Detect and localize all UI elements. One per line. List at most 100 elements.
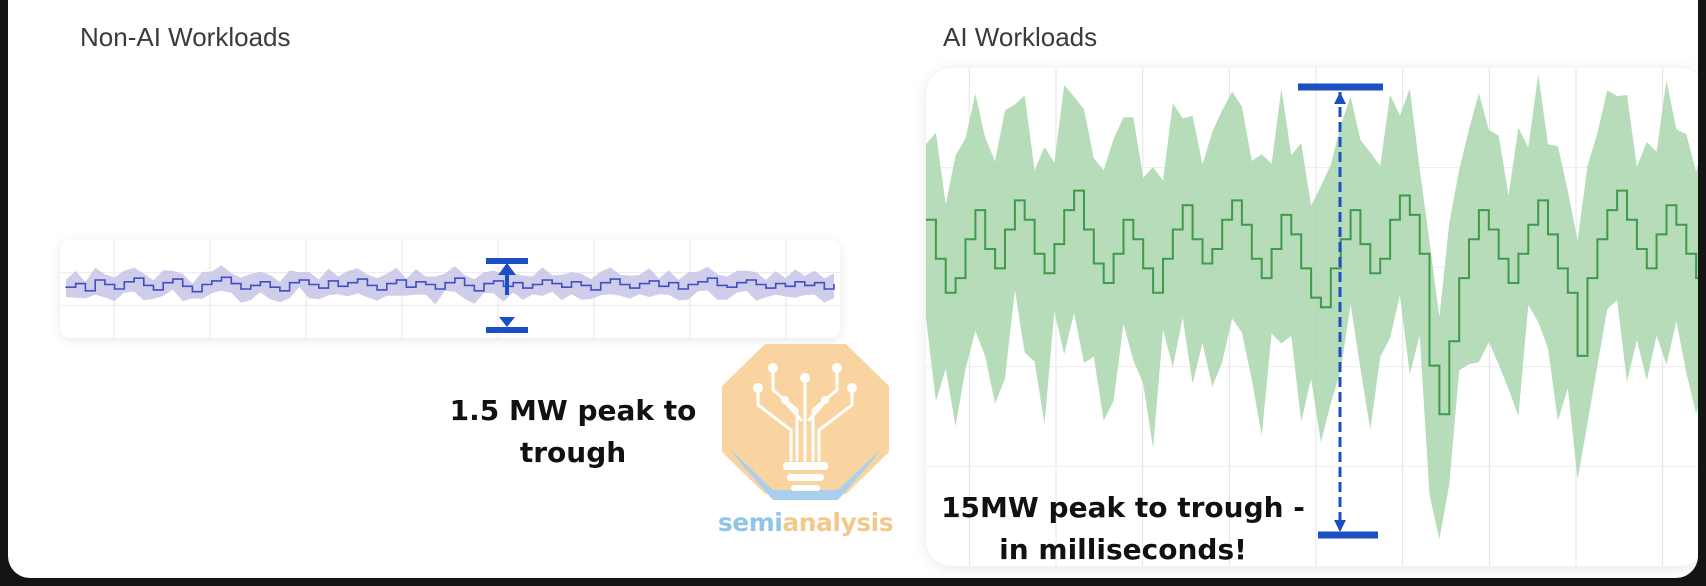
data-point (1586, 277, 1589, 279)
data-point (463, 284, 466, 287)
data-point (1112, 253, 1115, 255)
data-point (944, 291, 947, 294)
data-point (1468, 238, 1470, 240)
data-point (1695, 277, 1697, 279)
chart-title-ai: AI Workloads (943, 22, 1098, 52)
data-point (415, 281, 417, 283)
data-point (590, 289, 592, 291)
data-point (1330, 267, 1332, 270)
data-point (706, 277, 709, 279)
data-point (502, 285, 505, 288)
non-ai-caption-line1: 1.5 MW peak to (449, 394, 697, 427)
data-point (745, 279, 748, 281)
data-point (1201, 262, 1204, 265)
data-point (1409, 214, 1411, 216)
data-point (609, 278, 612, 280)
data-point (1172, 228, 1174, 231)
ai-chart (926, 68, 1698, 566)
data-point (1241, 223, 1243, 226)
data-point (1418, 253, 1421, 255)
data-point (1636, 248, 1638, 250)
non-ai-caption: 1.5 MW peak to trough (413, 390, 733, 474)
data-point (1004, 228, 1006, 231)
data-point (541, 279, 544, 281)
data-point (113, 288, 116, 290)
data-point (65, 286, 67, 288)
data-point (74, 282, 77, 285)
data-point (1685, 253, 1688, 255)
data-point (1033, 253, 1036, 255)
data-point (454, 277, 456, 279)
data-point (638, 282, 641, 285)
data-point (1023, 219, 1026, 221)
data-point (1073, 189, 1075, 192)
data-point (697, 281, 699, 283)
data-point (736, 281, 738, 284)
data-point (395, 279, 398, 281)
data-point (570, 281, 573, 283)
data-point (755, 283, 757, 286)
data-point (726, 286, 728, 288)
data-point (1478, 209, 1480, 211)
data-point (1646, 267, 1648, 270)
data-point (1211, 248, 1214, 250)
semianalysis-logo: semianalysis (713, 340, 898, 550)
data-point (1626, 219, 1628, 221)
ai-chart-panel (926, 68, 1698, 566)
data-point (249, 284, 252, 287)
data-point (1675, 223, 1678, 226)
data-point (1369, 272, 1372, 275)
data-point (104, 283, 106, 286)
data-point (1488, 228, 1490, 231)
data-point (1428, 364, 1431, 367)
data-point (561, 286, 563, 288)
data-point (1043, 272, 1046, 275)
data-point (1221, 219, 1223, 221)
data-point (279, 290, 281, 292)
data-point (259, 281, 262, 283)
data-point (551, 282, 553, 285)
data-point (356, 278, 359, 280)
figure-frame: Non-AI Workloads AI Workloads 1.5 MW pea… (8, 0, 1698, 578)
data-point (1290, 233, 1293, 236)
data-point (298, 279, 301, 281)
data-point (1349, 209, 1352, 211)
logo-word-semi: semi (717, 508, 783, 537)
data-point (366, 284, 369, 287)
data-point (211, 280, 213, 282)
data-point (483, 282, 485, 285)
data-point (531, 283, 534, 286)
logo-word-analysis: analysis (782, 508, 894, 537)
chart-title-non-ai: Non-AI Workloads (80, 22, 291, 52)
data-point (687, 283, 689, 286)
data-point (162, 281, 164, 284)
data-point (716, 284, 719, 287)
data-point (658, 285, 660, 288)
data-point (376, 289, 378, 291)
data-point (823, 288, 826, 290)
data-point (1359, 243, 1362, 245)
data-point (1280, 214, 1283, 216)
ai-caption-line1: 15MW peak to trough - (941, 491, 1305, 524)
data-point (1547, 233, 1549, 236)
data-point (1389, 219, 1391, 221)
data-point (191, 290, 194, 293)
data-point (784, 285, 787, 288)
data-point (677, 288, 680, 290)
non-ai-caption-line2: trough (519, 436, 627, 469)
data-point (1339, 238, 1342, 240)
data-point (1181, 204, 1184, 206)
data-point (1527, 223, 1530, 226)
series-line (926, 189, 1698, 416)
data-point (288, 281, 291, 284)
data-point (1320, 306, 1322, 309)
data-point (599, 281, 602, 284)
data-point (405, 286, 408, 288)
data-point (1616, 189, 1618, 192)
data-point (84, 290, 87, 292)
data-point (318, 287, 320, 289)
data-point (424, 283, 427, 286)
variability-band (66, 265, 834, 305)
data-point (133, 277, 135, 279)
data-point (1497, 257, 1500, 260)
